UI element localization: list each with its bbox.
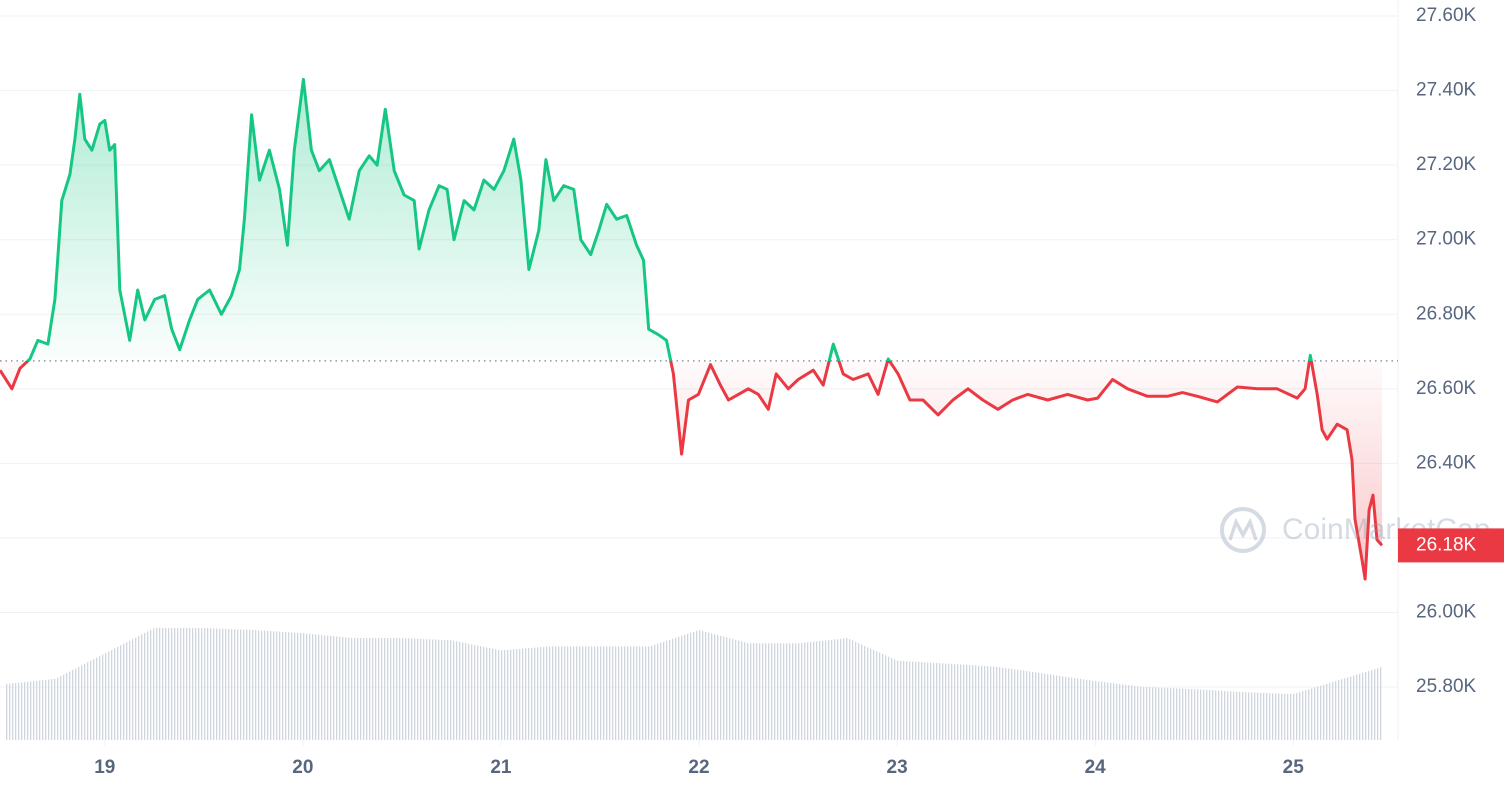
watermark-logo-mark [1228, 517, 1258, 541]
watermark-logo [1220, 507, 1266, 553]
x-tick-label: 22 [688, 757, 709, 778]
y-tick-label: 26.80K [1416, 303, 1477, 324]
y-tick-label: 27.00K [1416, 229, 1477, 250]
volume-area [5, 628, 1383, 740]
x-tick-label: 21 [490, 757, 512, 778]
price-tag-label: 26.18K [1416, 534, 1477, 555]
price-area [0, 79, 1382, 580]
x-tick-label: 24 [1085, 757, 1107, 778]
x-tick-label: 19 [94, 757, 115, 778]
y-tick-label: 26.60K [1416, 378, 1477, 399]
x-tick-label: 23 [887, 757, 908, 778]
y-tick-label: 27.40K [1416, 80, 1477, 101]
y-tick-label: 26.40K [1416, 452, 1477, 473]
price-line [0, 77, 1384, 581]
y-tick-label: 26.00K [1416, 602, 1477, 623]
x-tick-label: 20 [292, 757, 313, 778]
x-tick-label: 25 [1283, 757, 1305, 778]
y-tick-label: 27.60K [1416, 5, 1477, 26]
price-tag [1398, 528, 1504, 563]
y-tick-label: 27.20K [1416, 154, 1477, 175]
y-tick-label: 25.80K [1416, 676, 1477, 697]
